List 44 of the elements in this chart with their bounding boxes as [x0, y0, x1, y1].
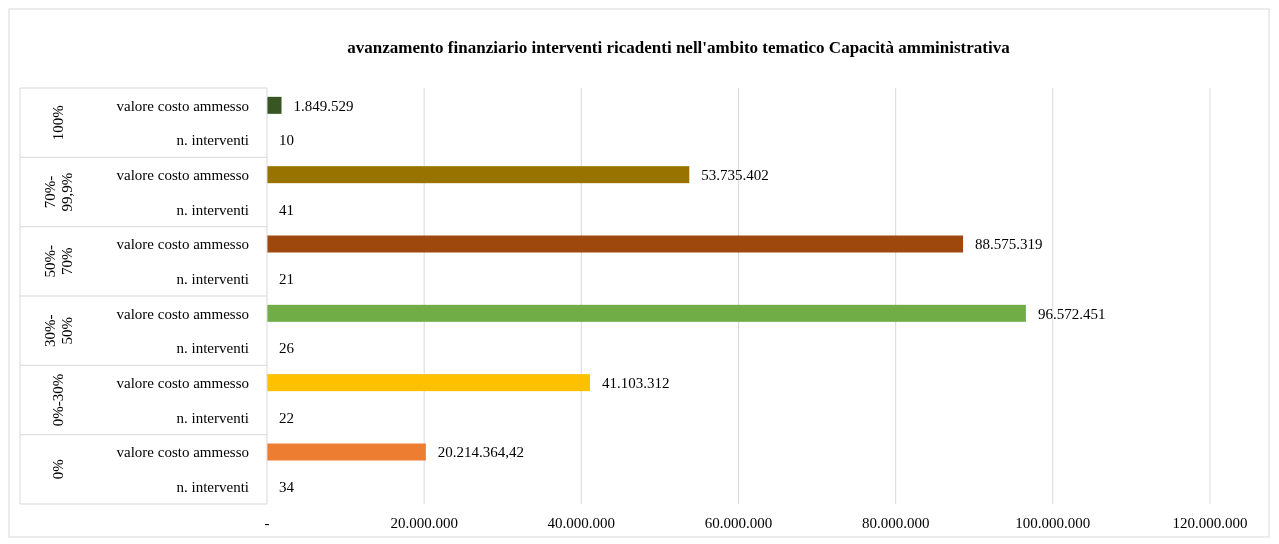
bar	[267, 166, 690, 184]
data-label: 53.735.402	[701, 166, 769, 183]
y-tick-label: valore costo ammesso	[116, 236, 249, 253]
data-label: 41	[279, 201, 294, 218]
y-tick-label: n. interventi	[176, 340, 249, 357]
text: 0%	[50, 459, 67, 480]
bar	[267, 235, 964, 253]
y-tick-label: valore costo ammesso	[116, 374, 249, 391]
x-tick-label: -	[264, 515, 270, 531]
y-tick-label: valore costo ammesso	[116, 444, 249, 461]
data-label: 34	[279, 478, 295, 495]
y-tick-label: valore costo ammesso	[116, 166, 249, 183]
data-label: 26	[279, 340, 295, 357]
data-label: 41.103.312	[602, 374, 670, 391]
x-tick-label: 80.000.000	[861, 515, 930, 531]
text: 30%-50%	[42, 314, 75, 347]
x-tick-label: 120.000.000	[1172, 515, 1248, 531]
y-tick-label: valore costo ammesso	[116, 97, 249, 114]
x-tick-label: 20.000.000	[390, 515, 458, 531]
data-label: 10	[279, 132, 294, 149]
x-tick-label: 60.000.000	[704, 515, 773, 531]
chart-title: avanzamento finanziario interventi ricadenti nell'ambito tematico Capacità amministrativa	[347, 38, 1011, 57]
bar	[267, 443, 426, 461]
data-label: 1.849.529	[293, 97, 354, 114]
text: 50%-70%	[42, 245, 75, 278]
y-tick-label: n. interventi	[176, 270, 249, 287]
x-tick-label: 40.000.000	[547, 515, 616, 531]
y-tick-label: n. interventi	[176, 478, 249, 495]
bar	[267, 304, 1026, 322]
text: 70%-99,9%	[42, 172, 75, 212]
x-tick-label: 100.000.000	[1015, 515, 1091, 531]
text: 100%	[50, 105, 67, 141]
text: 0%-30%	[50, 373, 67, 427]
bar	[267, 96, 282, 114]
data-label: 96.572.451	[1037, 305, 1106, 322]
data-label: 88.575.319	[975, 236, 1043, 253]
data-label: 20.214.364,42	[437, 444, 525, 461]
y-tick-label: n. interventi	[176, 132, 249, 149]
data-label: 21	[279, 270, 294, 287]
data-label: 22	[279, 409, 294, 426]
y-tick-label: valore costo ammesso	[116, 305, 249, 322]
y-tick-label: n. interventi	[176, 201, 249, 218]
y-tick-label: n. interventi	[176, 409, 249, 426]
bar	[267, 374, 590, 392]
